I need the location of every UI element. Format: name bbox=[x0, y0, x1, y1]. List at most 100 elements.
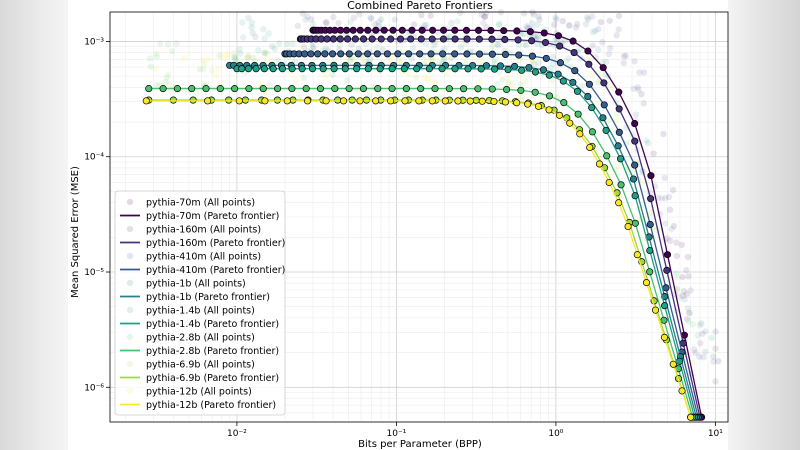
frontier-point bbox=[576, 130, 584, 138]
legend: pythia-70m (All points) pythia-70m (Paret… bbox=[114, 190, 286, 416]
all-point bbox=[640, 69, 648, 76]
all-point bbox=[548, 65, 555, 72]
all-point bbox=[199, 56, 207, 63]
all-point bbox=[164, 40, 172, 48]
frontier-point bbox=[615, 88, 623, 96]
all-point bbox=[565, 55, 572, 62]
frontier-point bbox=[389, 26, 397, 34]
all-point bbox=[261, 49, 269, 56]
all-point bbox=[700, 354, 707, 361]
frontier-point bbox=[472, 96, 480, 104]
all-point bbox=[153, 53, 161, 60]
all-point bbox=[308, 16, 315, 23]
all-point bbox=[493, 80, 501, 88]
frontier-pythia-2.8b bbox=[145, 85, 697, 421]
all-point bbox=[583, 14, 591, 21]
all-point bbox=[441, 56, 448, 63]
legend-marker-all-points bbox=[126, 387, 134, 395]
all-point bbox=[620, 59, 628, 67]
frontier-point bbox=[360, 35, 368, 43]
frontier-point bbox=[560, 99, 568, 107]
frontier-point bbox=[377, 35, 385, 43]
legend-marker-all-points bbox=[126, 360, 134, 368]
all-point bbox=[491, 56, 498, 63]
frontier-point bbox=[364, 65, 372, 73]
frontier-pythia-410m bbox=[281, 50, 702, 421]
all-point bbox=[216, 52, 223, 59]
all-point bbox=[329, 71, 336, 78]
all-point bbox=[578, 82, 585, 89]
frontier-point bbox=[615, 128, 623, 136]
all-point bbox=[585, 16, 592, 23]
all-point bbox=[146, 55, 154, 62]
all-point bbox=[673, 252, 680, 260]
frontier-point bbox=[631, 192, 639, 200]
legend-entry: pythia-6.9b (Pareto frontier) bbox=[146, 373, 279, 384]
frontier-point bbox=[428, 35, 436, 43]
all-point bbox=[248, 24, 255, 31]
all-point bbox=[687, 287, 694, 294]
all-point bbox=[430, 55, 437, 63]
all-point bbox=[666, 237, 674, 244]
frontier-line bbox=[229, 64, 697, 418]
all-point bbox=[256, 80, 264, 87]
frontier-point bbox=[466, 97, 474, 105]
frontier-point bbox=[343, 26, 351, 34]
frontier-point bbox=[364, 50, 372, 58]
frontier-point bbox=[642, 279, 651, 287]
frontier-pythia-70m bbox=[309, 26, 706, 421]
all-point bbox=[377, 16, 385, 23]
frontier-point bbox=[501, 35, 509, 44]
all-point bbox=[302, 16, 309, 23]
all-point bbox=[615, 26, 622, 33]
frontier-point bbox=[439, 35, 448, 43]
frontier-point bbox=[418, 26, 426, 34]
all-point bbox=[505, 79, 512, 86]
all-point bbox=[678, 241, 685, 249]
all-point bbox=[638, 179, 646, 186]
y-tick-label: 10⁻⁴ bbox=[84, 153, 104, 163]
all-point bbox=[255, 47, 262, 54]
all-point bbox=[163, 74, 171, 81]
all-point bbox=[481, 13, 488, 21]
all-point bbox=[355, 45, 362, 53]
frontier-point bbox=[678, 387, 686, 395]
frontier-point bbox=[528, 37, 536, 45]
all-point bbox=[454, 18, 461, 25]
frontier-point bbox=[556, 42, 564, 50]
all-point bbox=[224, 52, 231, 60]
all-point bbox=[595, 46, 602, 54]
all-point bbox=[576, 45, 583, 53]
all-point bbox=[405, 70, 412, 78]
frontier-line bbox=[284, 53, 699, 418]
legend-marker-all-points bbox=[126, 333, 134, 341]
frontier-point bbox=[513, 99, 521, 107]
all-point bbox=[683, 290, 691, 298]
frontier-point bbox=[545, 92, 554, 100]
frontier-point bbox=[169, 96, 177, 104]
legend-entry: pythia-2.8b (Pareto frontier) bbox=[146, 346, 279, 357]
all-point bbox=[699, 330, 706, 337]
frontier-point bbox=[603, 152, 611, 160]
frontier-point bbox=[514, 36, 522, 44]
frontier-point bbox=[387, 35, 395, 43]
all-point bbox=[523, 42, 530, 49]
legend-marker-all-points bbox=[126, 198, 134, 206]
legend-entry: pythia-160m (Pareto frontier) bbox=[146, 238, 285, 249]
legend-entry: pythia-70m (All points) bbox=[146, 198, 255, 209]
frontier-point bbox=[334, 96, 342, 104]
frontier-point bbox=[439, 50, 447, 58]
all-point bbox=[444, 69, 451, 77]
frontier-point bbox=[488, 85, 496, 93]
frontier-point bbox=[531, 88, 539, 96]
frontier-point bbox=[225, 96, 233, 104]
frontier-point bbox=[323, 35, 331, 43]
all-point bbox=[566, 22, 573, 29]
all-point bbox=[412, 74, 420, 81]
all-point bbox=[348, 56, 356, 63]
frontier-point bbox=[585, 80, 593, 88]
frontier-point bbox=[307, 50, 315, 58]
frontier-point bbox=[569, 37, 577, 45]
frontier-point bbox=[477, 65, 485, 73]
frontier-point bbox=[599, 114, 607, 122]
